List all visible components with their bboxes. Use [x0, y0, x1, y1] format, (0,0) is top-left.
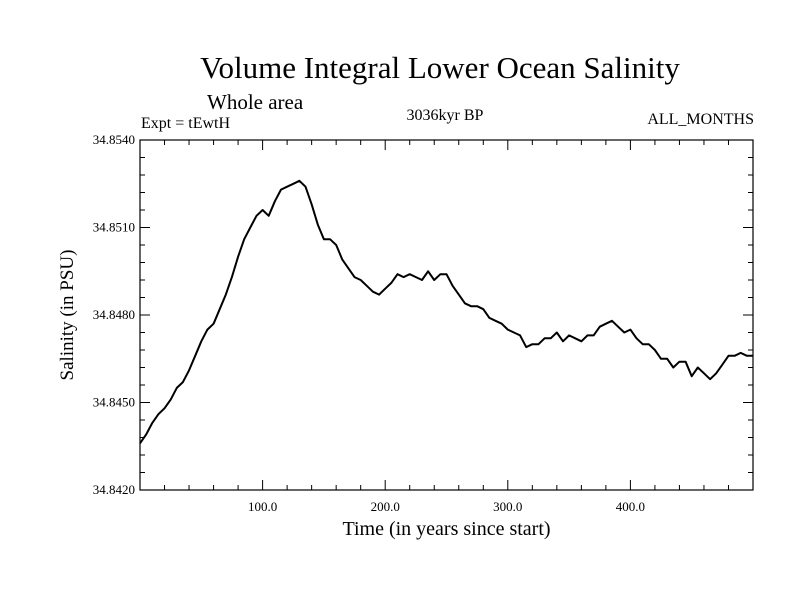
x-tick-label: 300.0 — [493, 499, 522, 514]
x-axis-label: Time (in years since start) — [342, 518, 551, 540]
y-tick-label: 34.8450 — [93, 395, 135, 410]
experiment-label: Expt = tEwtH — [141, 115, 231, 132]
x-tick-label: 400.0 — [616, 499, 645, 514]
x-tick-label: 100.0 — [248, 499, 277, 514]
series-line-salinity — [139, 179, 753, 444]
x-tick-label: 200.0 — [371, 499, 400, 514]
chart-subtitle: Whole area — [207, 90, 304, 114]
y-tick-label: 34.8540 — [93, 132, 135, 147]
y-tick-label: 34.8480 — [93, 307, 135, 322]
months-label: ALL_MONTHS — [647, 111, 754, 128]
y-tick-label: 34.8420 — [93, 482, 135, 497]
chart-title: Volume Integral Lower Ocean Salinity — [200, 50, 680, 85]
y-tick-label: 34.8510 — [93, 220, 135, 235]
plot-frame — [139, 139, 754, 491]
period-label: 3036kyr BP — [406, 107, 484, 124]
y-axis-label: Salinity (in PSU) — [57, 249, 78, 381]
